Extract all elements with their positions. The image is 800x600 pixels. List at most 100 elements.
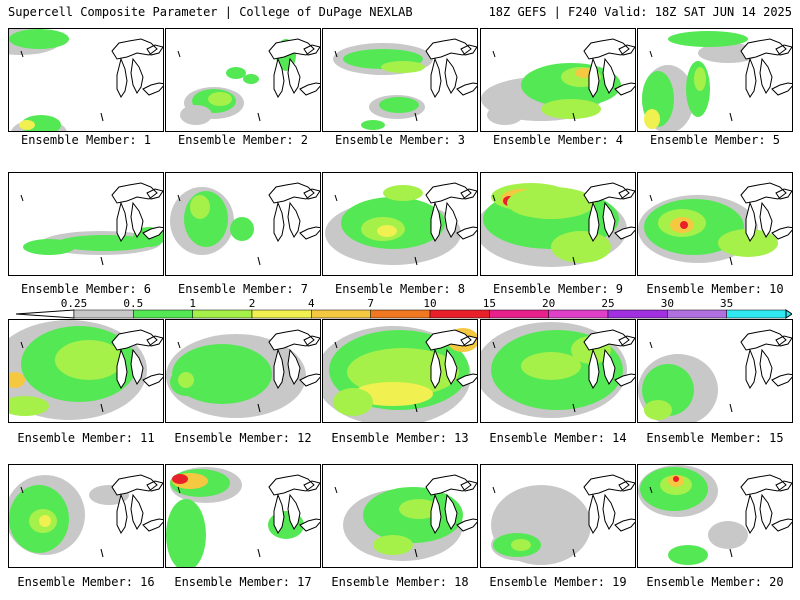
map-tick-mark (572, 548, 576, 558)
ensemble-panel-5 (637, 28, 793, 132)
ensemble-panel-8 (322, 172, 478, 276)
scp-contour (166, 499, 206, 567)
ensemble-panel-16 (8, 464, 164, 568)
panel-label: Ensemble Member: 17 (174, 575, 312, 589)
panel-map (9, 320, 163, 420)
scp-contour (718, 229, 778, 257)
great-lakes-outline (740, 38, 792, 98)
great-lakes-outline (583, 182, 635, 242)
panel-map (166, 329, 320, 418)
map-tick-mark (414, 548, 418, 558)
scp-contour (180, 105, 212, 125)
panel-map (166, 467, 320, 567)
panel-label: Ensemble Member: 8 (334, 282, 466, 296)
map-tick-mark (649, 341, 653, 349)
panel-map (20, 182, 163, 266)
great-lakes-outline (111, 38, 163, 98)
colorbar-tick-label: 20 (542, 297, 556, 310)
great-lakes-outline (740, 474, 792, 534)
panel-map (638, 329, 792, 422)
map-tick-mark (572, 403, 576, 413)
panel-label: Ensemble Member: 9 (492, 282, 624, 296)
great-lakes-outline (111, 474, 163, 534)
map-tick-mark (100, 256, 104, 266)
scp-contour (668, 31, 748, 47)
great-lakes-outline (111, 182, 163, 242)
panel-label: Ensemble Member: 18 (331, 575, 469, 589)
scp-contour (178, 372, 194, 388)
ensemble-panel-1 (8, 28, 164, 132)
scp-contour (680, 221, 688, 229)
map-tick-mark (20, 194, 24, 202)
scp-contour (373, 535, 413, 555)
map-tick-mark (572, 112, 576, 122)
map-tick-mark (334, 486, 338, 494)
map-tick-mark (649, 50, 653, 58)
panel-map (638, 465, 792, 565)
scp-contour (381, 61, 425, 73)
panel-map (638, 182, 792, 266)
map-tick-mark (414, 256, 418, 266)
map-tick-mark (492, 341, 496, 349)
panel-map (334, 474, 477, 561)
panel-map (481, 322, 635, 418)
ensemble-panel-19 (480, 464, 636, 568)
colorbar-segment (311, 309, 371, 319)
great-lakes-outline (583, 474, 635, 534)
panel-map (333, 38, 477, 130)
colorbar-segment (667, 309, 727, 319)
colorbar-right-cap (785, 309, 792, 319)
ensemble-panel-2 (165, 28, 321, 132)
great-lakes-outline (583, 38, 635, 98)
colorbar-tick-label: 35 (720, 297, 734, 310)
colorbar-segment (192, 309, 253, 319)
map-tick-mark (20, 50, 24, 58)
scp-contour (226, 67, 246, 79)
ensemble-panel-11 (8, 319, 164, 423)
map-tick-mark (257, 256, 261, 266)
ensemble-panel-4 (480, 28, 636, 132)
ensemble-panel-20 (637, 464, 793, 568)
ensemble-panel-13 (322, 319, 478, 423)
map-tick-mark (100, 112, 104, 122)
scp-contour (19, 120, 35, 130)
panel-map (323, 326, 477, 422)
map-tick-mark (729, 548, 733, 558)
great-lakes-outline (425, 38, 477, 98)
panel-map (177, 38, 320, 125)
ensemble-panel-6 (8, 172, 164, 276)
great-lakes-outline (268, 474, 320, 534)
panel-label: Ensemble Member: 12 (174, 431, 312, 445)
ensemble-panel-7 (165, 172, 321, 276)
colorbar-left-cap (15, 309, 75, 319)
panel-label: Ensemble Member: 16 (17, 575, 155, 589)
scp-contour (644, 109, 660, 129)
scp-contour (243, 74, 259, 84)
map-tick-mark (492, 50, 496, 58)
ensemble-panel-9 (480, 172, 636, 276)
scp-contour (377, 225, 397, 237)
colorbar-tick-label: 30 (660, 297, 674, 310)
colorbar-segment (548, 309, 609, 319)
scp-contour (551, 231, 611, 263)
colorbar-segment (726, 309, 787, 319)
map-tick-mark (729, 112, 733, 122)
panel-map (642, 31, 792, 131)
great-lakes-outline (268, 182, 320, 242)
panel-label: Ensemble Member: 10 (646, 282, 784, 296)
map-tick-mark (649, 486, 653, 494)
panel-label: Ensemble Member: 1 (20, 133, 152, 147)
great-lakes-outline (583, 329, 635, 389)
panel-label: Ensemble Member: 7 (177, 282, 309, 296)
colorbar-segment (73, 309, 134, 319)
scp-contour (353, 382, 433, 406)
panel-map (481, 182, 635, 267)
map-tick-mark (649, 194, 653, 202)
panel-label: Ensemble Member: 19 (489, 575, 627, 589)
great-lakes-outline (740, 182, 792, 242)
scp-contour (383, 185, 423, 201)
map-tick-mark (20, 341, 24, 349)
panel-map (9, 474, 163, 558)
map-tick-mark (177, 341, 181, 349)
map-tick-mark (20, 486, 24, 494)
